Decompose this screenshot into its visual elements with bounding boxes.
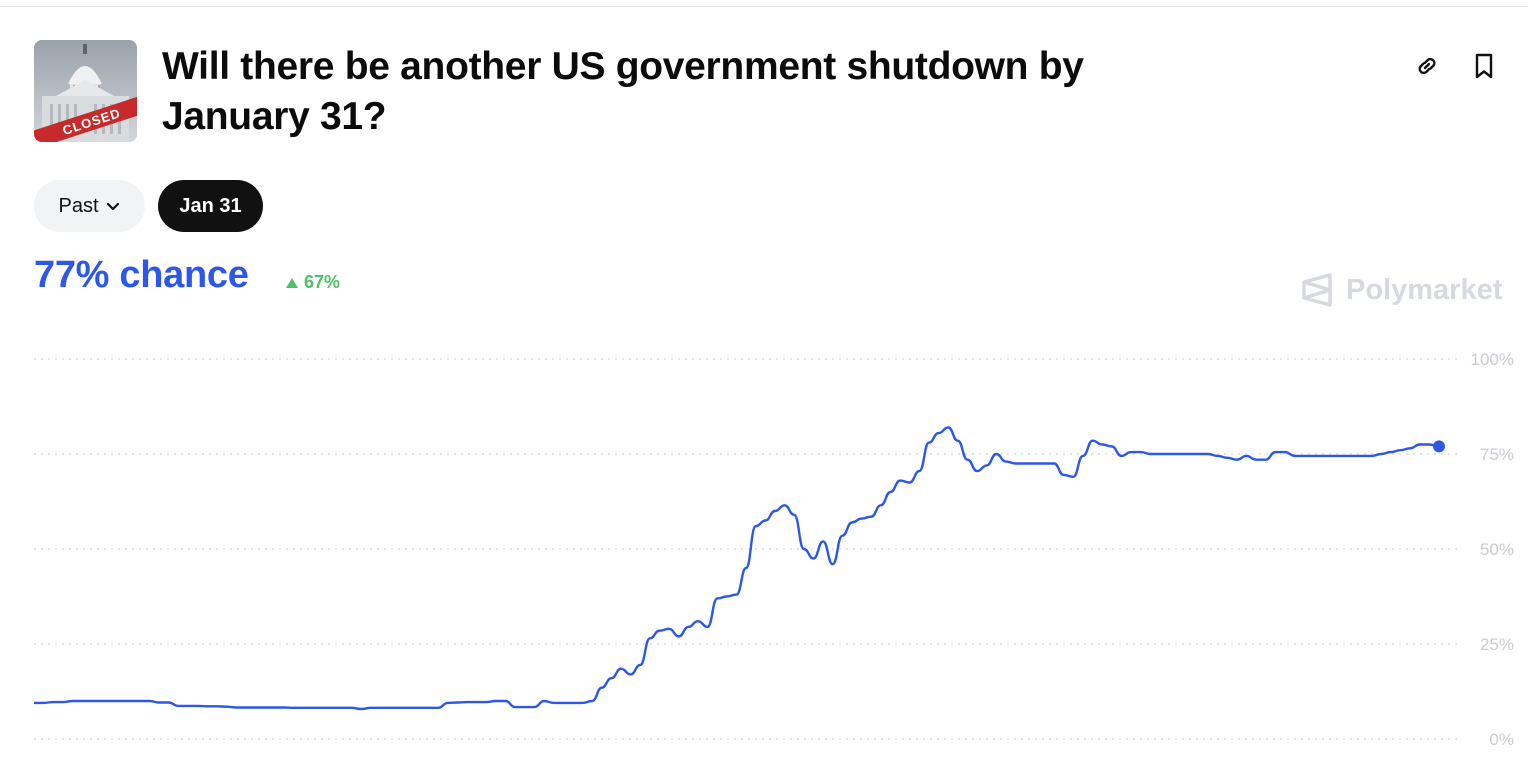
bookmark-icon — [1475, 53, 1493, 79]
market-title: Will there be another US government shut… — [162, 45, 1084, 138]
chance-value: 77% chance — [34, 254, 249, 296]
triangle-up-icon — [286, 277, 298, 288]
latest-point-marker — [1433, 440, 1445, 453]
y-tick-label: 100% — [1471, 350, 1514, 369]
y-tick-label: 25% — [1480, 635, 1514, 654]
date-tab-label: Jan 31 — [179, 194, 242, 217]
past-dropdown-button[interactable]: Past — [34, 180, 145, 232]
brand-name: Polymarket — [1346, 273, 1503, 306]
polymarket-icon — [1302, 273, 1332, 307]
link-icon — [1418, 57, 1436, 75]
bookmark-button[interactable] — [1466, 48, 1502, 84]
price-chart: 100% 75% 50% 25% 0% — [0, 340, 1528, 759]
date-tab-jan-31[interactable]: Jan 31 — [158, 180, 263, 232]
chevron-down-icon — [106, 202, 119, 211]
series-line — [33, 426, 1440, 711]
past-label: Past — [58, 194, 99, 217]
polymarket-logo: Polymarket — [1300, 272, 1502, 308]
market-thumbnail: CLOSED — [34, 40, 137, 142]
y-tick-label: 50% — [1480, 540, 1514, 559]
change-indicator: 67% — [285, 272, 340, 293]
y-tick-label: 0% — [1489, 730, 1514, 749]
top-divider — [0, 6, 1528, 7]
copy-link-button[interactable] — [1409, 48, 1445, 84]
change-value: 67% — [304, 272, 341, 292]
y-tick-label: 75% — [1480, 445, 1514, 464]
